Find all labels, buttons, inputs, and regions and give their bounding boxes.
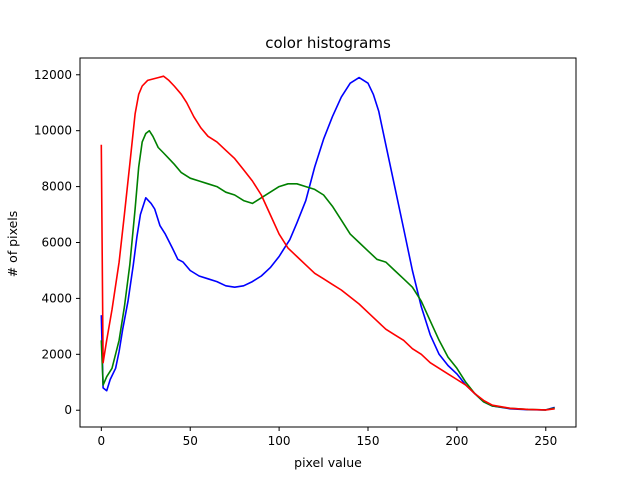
- x-tick-label: 150: [357, 434, 380, 448]
- y-tick-label: 6000: [41, 236, 72, 250]
- x-tick-label: 100: [268, 434, 291, 448]
- plot-frame: [79, 57, 577, 428]
- chart-title: color histograms: [265, 34, 391, 52]
- series-line-2: [100, 75, 555, 411]
- series-line-1: [100, 129, 555, 411]
- x-tick-label: 50: [183, 434, 198, 448]
- x-axis-title: pixel value: [294, 455, 362, 470]
- x-tick-label: 200: [445, 434, 468, 448]
- y-tick-label: 12000: [34, 68, 72, 82]
- series-line-0: [100, 76, 555, 411]
- y-tick-label: 4000: [41, 291, 72, 305]
- y-tick-label: 8000: [41, 180, 72, 194]
- series-layer: [100, 75, 555, 411]
- y-tick-label: 10000: [34, 124, 72, 138]
- y-tick-label: 2000: [41, 347, 72, 361]
- y-axis-ticks: 0 2000 4000 6000 8000 10000 12000: [34, 68, 80, 417]
- x-axis-ticks: 0 50 100 150 200 250: [98, 427, 557, 448]
- x-tick-label: 250: [534, 434, 557, 448]
- plot-area: [79, 57, 577, 428]
- y-axis-title: # of pixels: [5, 211, 20, 278]
- y-tick-label: 0: [64, 403, 72, 417]
- x-tick-label: 0: [98, 434, 106, 448]
